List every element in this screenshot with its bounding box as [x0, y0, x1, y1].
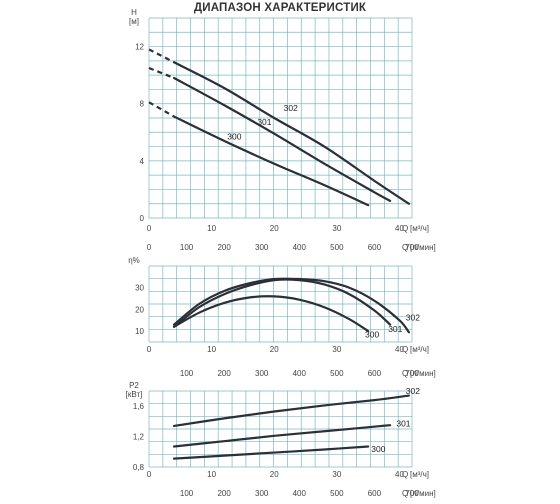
x2-axis-unit: [л/мин]: [410, 489, 436, 498]
curve-extension-301: [148, 66, 175, 80]
y-axis-label: η%: [128, 256, 140, 265]
x-tick-label: 30: [332, 224, 341, 233]
curve-label-300: 300: [365, 330, 379, 340]
x2-tick-label: 500: [330, 489, 344, 498]
x-tick-label: 0: [147, 224, 152, 233]
x2-tick-label: 600: [368, 243, 382, 252]
y-tick-label: 12: [135, 43, 144, 52]
x-axis-label: Q: [402, 224, 408, 233]
curve-label-302: 302: [406, 386, 420, 396]
x-tick-label: 40: [395, 345, 404, 354]
y-tick-label: 4: [140, 157, 145, 166]
x2-tick-label: 600: [368, 369, 382, 378]
x2-tick-label: 100: [180, 489, 194, 498]
y-tick-label: 0: [140, 214, 145, 223]
x-axis-label: Q: [402, 345, 408, 354]
curve-301: [172, 278, 392, 328]
x-tick-label: 10: [207, 224, 216, 233]
x2-tick-label: 500: [330, 369, 344, 378]
x-tick-label: 0: [147, 345, 152, 354]
y-axis-unit: [кВт]: [126, 390, 143, 399]
x-tick-label: 40: [395, 224, 404, 233]
curve-302: [172, 277, 410, 334]
curve-label-302: 302: [406, 312, 420, 322]
y-tick-label: 0,8: [133, 463, 145, 472]
curve-label-300: 300: [371, 444, 385, 454]
y-tick-label: 1,6: [133, 402, 145, 411]
x2-tick-label: 300: [255, 369, 269, 378]
x-tick-label: 20: [270, 224, 279, 233]
x2-tick-label: 200: [217, 243, 231, 252]
x2-tick-label: 400: [293, 369, 307, 378]
x-axis-label: Q: [402, 470, 408, 479]
curve-300: [172, 115, 370, 207]
y-axis-label: H: [131, 8, 137, 17]
x2-axis-label: Q: [402, 243, 408, 252]
x2-axis-label: Q: [402, 369, 408, 378]
x2-tick-label: 300: [255, 489, 269, 498]
curve-label-301: 301: [396, 419, 410, 429]
x2-tick-label: 600: [368, 489, 382, 498]
x-tick-label: 30: [332, 470, 341, 479]
curve-302: [172, 394, 410, 428]
page-title: ДИАПАЗОН ХАРАКТЕРИСТИК: [193, 2, 367, 14]
x-tick-label: 10: [207, 470, 216, 479]
curve-label-302: 302: [284, 103, 298, 113]
curve-label-301: 301: [257, 117, 271, 127]
curve-300: [172, 445, 370, 460]
y-axis-label: P2: [129, 381, 139, 390]
x-tick-label: 0: [147, 470, 152, 479]
curve-301: [172, 424, 392, 448]
curve-extension-302: [148, 48, 175, 64]
curve-301: [172, 76, 392, 202]
x-tick-label: 30: [332, 345, 341, 354]
y-tick-label: 8: [140, 100, 145, 109]
x2-axis-label: Q: [402, 489, 408, 498]
x2-tick-label: 200: [217, 489, 231, 498]
y-axis-unit: [м]: [129, 17, 139, 26]
x2-tick-label: 700: [405, 369, 419, 378]
x2-tick-label: 400: [293, 243, 307, 252]
x-tick-label: 10: [207, 345, 216, 354]
y-tick-label: 30: [135, 284, 144, 293]
curve-302: [172, 61, 410, 205]
x-axis-unit: [м³/ч]: [410, 224, 429, 233]
y-tick-label: 1,2: [133, 433, 145, 442]
x-tick-label: 20: [270, 470, 279, 479]
x2-tick-label: 200: [217, 369, 231, 378]
y-tick-label: 10: [135, 327, 144, 336]
curve-300: [172, 295, 370, 333]
x-axis-unit: [м³/ч]: [410, 345, 429, 354]
y-tick-label: 20: [135, 305, 144, 314]
x2-tick-label: 0: [147, 243, 152, 252]
x2-tick-label: 500: [330, 243, 344, 252]
x2-axis-unit: [л/мин]: [410, 369, 436, 378]
x2-tick-label: 400: [293, 489, 307, 498]
x-axis-unit: [м³/ч]: [410, 470, 429, 479]
curve-label-301: 301: [388, 324, 402, 334]
x-tick-label: 20: [270, 345, 279, 354]
x2-tick-label: 100: [180, 243, 194, 252]
x2-tick-label: 100: [180, 369, 194, 378]
curve-label-300: 300: [227, 131, 241, 141]
x2-tick-label: 300: [255, 243, 269, 252]
x2-tick-label: 700: [405, 243, 419, 252]
x-tick-label: 40: [395, 470, 404, 479]
x2-tick-label: 700: [405, 489, 419, 498]
x2-axis-unit: [л/мин]: [410, 243, 436, 252]
curve-extension-300: [148, 101, 175, 118]
